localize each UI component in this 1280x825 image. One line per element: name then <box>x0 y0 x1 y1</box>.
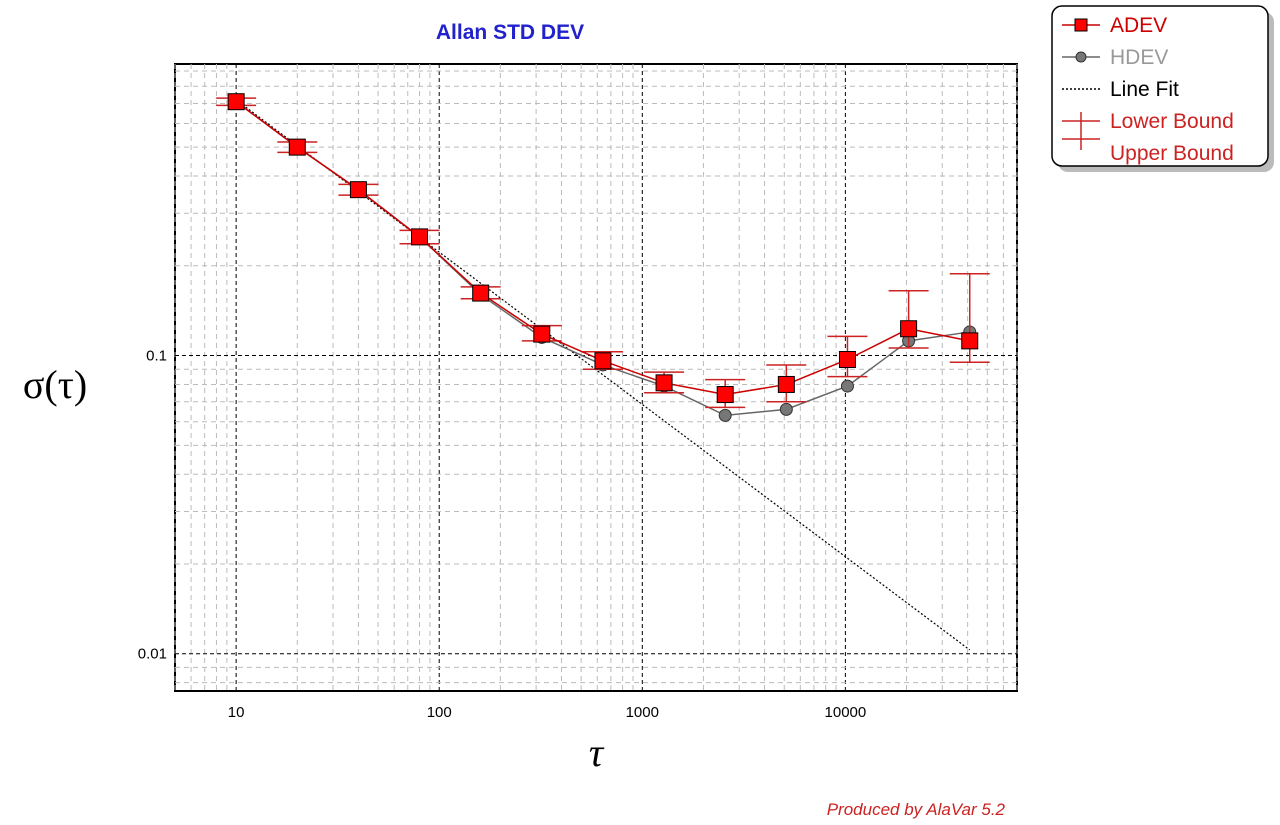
adev-point <box>961 332 979 350</box>
adev-point <box>288 138 306 156</box>
legend-hdev-circle-icon <box>1075 51 1087 63</box>
y-tick-label: 0.01 <box>138 646 167 663</box>
y-tick-label: 0.1 <box>146 348 167 365</box>
legend-hdev-label: HDEV <box>1110 46 1168 69</box>
hdev-point <box>779 402 793 416</box>
adev-point <box>716 386 734 404</box>
x-tick-label: 10 <box>228 704 245 721</box>
adev-point <box>472 284 490 302</box>
legend-fit-label: Line Fit <box>1110 78 1179 101</box>
x-tick-label: 10000 <box>825 704 867 721</box>
adev-series <box>227 93 979 404</box>
legend-box <box>1051 5 1269 167</box>
grid <box>174 64 1018 691</box>
adev-point <box>838 350 856 368</box>
adev-point <box>655 374 673 392</box>
legend-adev-square-icon <box>1074 18 1088 32</box>
legend: ADEV HDEV Line Fit Lower Bound Upper Bou… <box>1051 5 1274 172</box>
adev-point <box>777 375 795 393</box>
legend-upper-bound-label: Upper Bound <box>1110 142 1234 165</box>
hdev-point <box>718 408 732 422</box>
x-tick-label: 100 <box>427 704 452 721</box>
adev-point <box>533 325 551 343</box>
adev-point <box>900 320 918 338</box>
legend-lower-bound-label: Lower Bound <box>1110 110 1234 133</box>
legend-adev-label: ADEV <box>1110 14 1167 37</box>
credit-text: Produced by AlaVar 5.2 <box>827 800 1006 819</box>
adev-point <box>227 93 245 111</box>
adev-point <box>411 228 429 246</box>
x-tick-label: 1000 <box>626 704 659 721</box>
legend-bounds-icon <box>1062 112 1100 150</box>
adev-point <box>349 181 367 199</box>
hdev-point <box>840 379 854 393</box>
chart-title: Allan STD DEV <box>436 21 584 44</box>
adev-point <box>594 352 612 370</box>
axis-ticks: 10 100 1000 10000 0.1 0.01 <box>138 348 866 721</box>
plot-area <box>174 63 1018 692</box>
x-axis-label: τ <box>589 730 605 775</box>
y-axis-label: σ(τ) <box>23 362 87 407</box>
